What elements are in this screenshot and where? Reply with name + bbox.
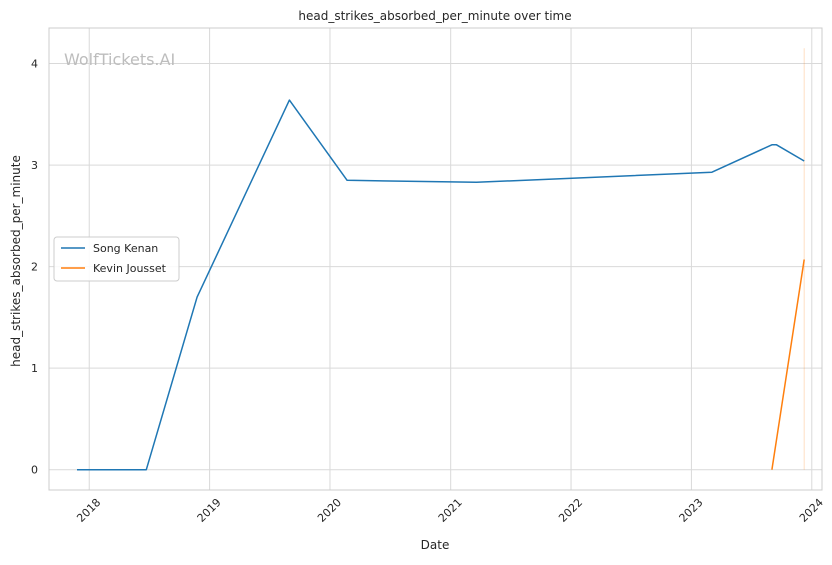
watermark: WolfTickets.AI (64, 50, 175, 69)
legend-label-song-kenan: Song Kenan (93, 242, 158, 255)
x-axis-label: Date (421, 538, 450, 552)
chart-title: head_strikes_absorbed_per_minute over ti… (298, 9, 571, 23)
series-line-0 (77, 99, 805, 471)
plot-frame (48, 27, 823, 491)
y-tick-label: 1 (31, 362, 38, 375)
legend-box (53, 236, 180, 282)
series-line-1 (771, 259, 805, 470)
y-tick-label: 4 (31, 58, 38, 71)
series-lines (77, 48, 805, 471)
y-tick-label: 3 (31, 159, 38, 172)
y-tick-label: 2 (31, 261, 38, 274)
y-axis-label: head_strikes_absorbed_per_minute (9, 155, 23, 367)
y-tick-labels: 0 1 2 3 4 (31, 58, 38, 477)
y-tick-label: 0 (31, 464, 38, 477)
legend: Song Kenan Kevin Jousset (53, 236, 180, 282)
legend-label-kevin-jousset: Kevin Jousset (93, 262, 167, 275)
